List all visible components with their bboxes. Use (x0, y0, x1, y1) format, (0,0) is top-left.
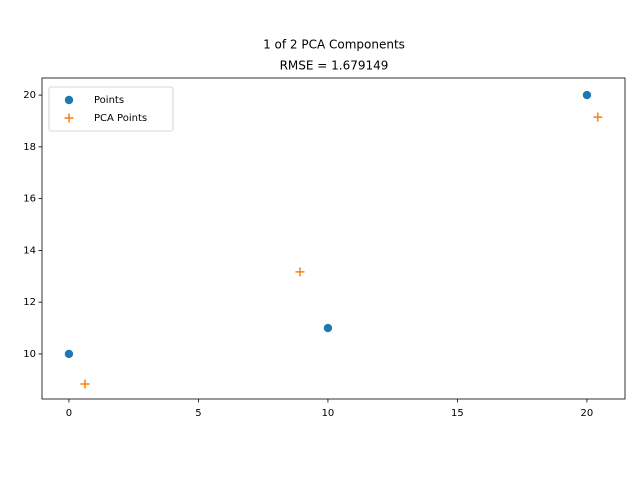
y-tick-label: 10 (23, 349, 36, 360)
y-tick-label: 20 (23, 90, 36, 101)
y-tick-label: 14 (23, 245, 36, 256)
legend-label: PCA Points (94, 113, 147, 124)
x-tick-label: 10 (322, 408, 335, 419)
point (64, 349, 74, 359)
y-tick-label: 16 (23, 194, 36, 205)
x-tick-label: 5 (195, 408, 201, 419)
x-tick-label: 15 (451, 408, 464, 419)
chart-title: 1 of 2 PCA Components (263, 38, 405, 52)
axes-frame (41, 77, 626, 400)
y-tick-label: 18 (23, 142, 36, 153)
legend-label: Points (94, 95, 124, 106)
legend-box (48, 86, 174, 132)
point (295, 267, 305, 277)
point (582, 90, 592, 100)
x-tick-label: 0 (66, 408, 72, 419)
legend-marker (64, 95, 74, 105)
y-tick-label: 12 (23, 297, 36, 308)
point (80, 379, 90, 389)
legend-marker (64, 113, 74, 123)
chart-title: RMSE = 1.679149 (280, 59, 389, 73)
point (593, 112, 603, 122)
point (323, 323, 333, 333)
x-tick-label: 20 (581, 408, 594, 419)
